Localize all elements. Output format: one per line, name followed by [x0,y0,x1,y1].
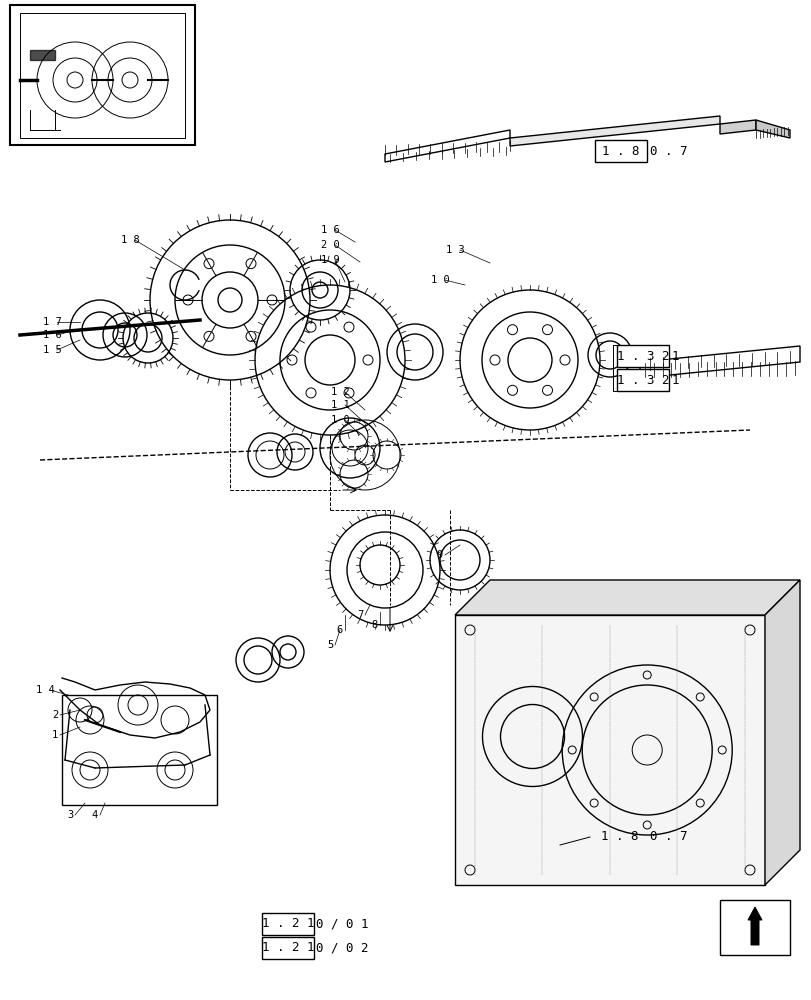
Bar [616,369,668,391]
Text: 1 7: 1 7 [42,317,62,327]
Polygon shape [639,346,799,378]
Text: 3: 3 [67,810,73,820]
Bar [454,615,764,885]
Text: 6: 6 [337,625,343,635]
Text: 2: 2 [52,710,58,720]
Bar [262,937,314,959]
Text: 1 8: 1 8 [121,235,139,245]
Polygon shape [509,116,719,146]
Bar [10,5,195,145]
Bar [616,345,668,367]
Bar [594,140,646,162]
Bar [262,913,314,935]
Polygon shape [719,120,755,134]
Polygon shape [384,130,509,162]
Text: 1 0: 1 0 [330,415,349,425]
Polygon shape [454,580,799,615]
Text: 0 . 7: 0 . 7 [649,830,687,843]
Text: 4: 4 [92,810,98,820]
Text: 1 4: 1 4 [36,685,54,695]
Text: 1 . 3 2: 1 . 3 2 [616,350,668,362]
Bar [719,900,789,955]
Text: 0 / 0 1: 0 / 0 1 [315,917,368,930]
Text: 9: 9 [436,550,443,560]
Polygon shape [30,50,55,60]
Polygon shape [764,580,799,885]
Text: 1 3: 1 3 [445,245,464,255]
Bar [20,13,185,138]
Polygon shape [755,120,789,138]
Text: 1: 1 [672,350,679,362]
Text: 2 0: 2 0 [320,240,339,250]
Text: 1: 1 [52,730,58,740]
Text: 1 6: 1 6 [42,330,62,340]
Text: 1 . 2 1: 1 . 2 1 [261,917,314,930]
Text: 1 . 8: 1 . 8 [602,145,639,158]
Text: 1 . 8: 1 . 8 [600,830,638,843]
Text: 1 5: 1 5 [42,345,62,355]
Text: 1 6: 1 6 [320,225,339,235]
Text: 8: 8 [371,620,378,630]
Bar [594,826,644,848]
Polygon shape [747,907,761,945]
Text: 1 9: 1 9 [320,255,339,265]
Text: 7: 7 [357,610,363,620]
Bar [62,695,217,805]
Text: 5: 5 [327,640,333,650]
Text: 0 . 7: 0 . 7 [649,145,687,158]
Text: 1 0: 1 0 [430,275,448,285]
Text: 1: 1 [672,373,679,386]
Text: 1 1: 1 1 [330,400,349,410]
Text: 0 / 0 2: 0 / 0 2 [315,941,368,954]
Text: 1 . 3 2: 1 . 3 2 [616,373,668,386]
Text: 1 . 2 1: 1 . 2 1 [261,941,314,954]
Text: 1 2: 1 2 [330,387,349,397]
